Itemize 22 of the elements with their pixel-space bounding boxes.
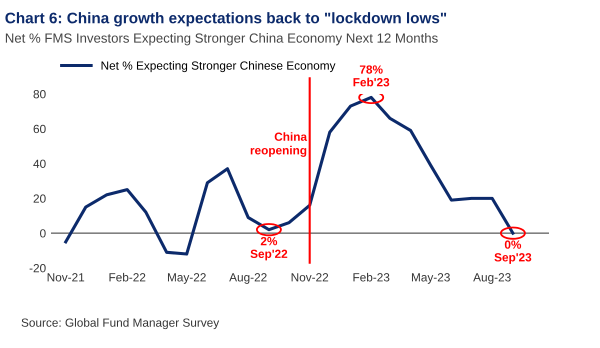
x-tick-label: Aug-22: [229, 273, 267, 284]
x-tick-label: Feb-23: [353, 272, 390, 282]
y-tick-label: 20: [34, 194, 46, 203]
y-tick-label: 80: [34, 90, 46, 98]
x-tick-label: Feb-22: [109, 272, 146, 282]
source-note: Source: Global Fund Manager Survey: [22, 318, 220, 330]
ref-line-label: China reopening: [250, 132, 308, 157]
y-tick-label: 40: [33, 160, 46, 168]
legend-label: Net % Expecting Stronger Chinese Economy: [102, 61, 336, 72]
x-tick-label: May-22: [168, 273, 206, 284]
x-tick-label: Nov-21: [48, 273, 84, 282]
x-tick-label: Aug-23: [473, 273, 511, 284]
chart-title: Chart 6: China growth expectations back to "lockdown lows": [5, 12, 446, 26]
y-tick-label: -20: [30, 264, 46, 272]
x-tick-label: Nov-22: [292, 273, 328, 282]
annotation: 2% Sep'22: [250, 236, 288, 260]
y-tick-label: 0: [40, 229, 46, 238]
annotation: 78% Feb'23: [354, 65, 390, 86]
x-tick-label: May-23: [412, 273, 450, 284]
annotation: 0% Sep'23: [494, 240, 532, 264]
chart-subtitle: Net % FMS Investors Expecting Stronger China Economy Next 12 Months: [6, 33, 438, 46]
y-tick-label: 60: [34, 124, 46, 134]
